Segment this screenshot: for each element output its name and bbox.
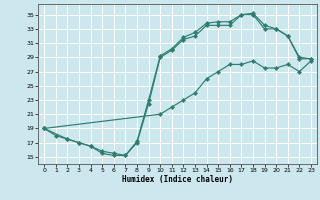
X-axis label: Humidex (Indice chaleur): Humidex (Indice chaleur) [122,175,233,184]
